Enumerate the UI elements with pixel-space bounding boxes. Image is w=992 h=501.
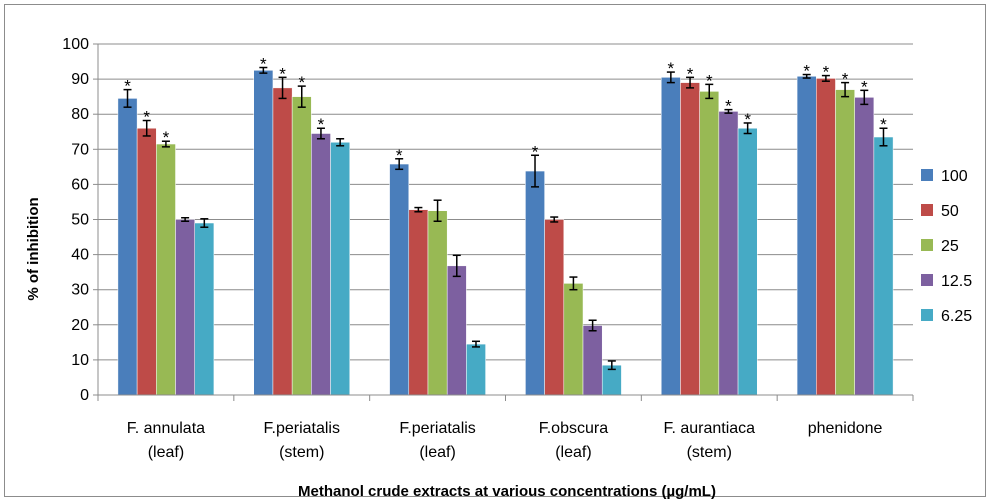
significance-star: * [668,59,675,78]
bar [311,133,331,396]
y-tick-label: 30 [71,282,89,299]
bar [680,82,700,396]
bar [796,76,817,396]
y-tick-labels: 0 10 20 30 40 50 60 70 80 90 100 [62,36,89,404]
bar [389,163,410,396]
bar [873,136,894,396]
legend-label: 100 [941,168,968,185]
bar [194,222,215,396]
category-label: (leaf) [555,444,591,461]
significance-star: * [687,64,694,83]
significance-star: * [803,62,810,81]
legend: 100 50 25 12.5 6.25 [921,168,972,325]
category-label: (stem) [687,444,732,461]
legend-swatch [921,169,933,181]
legend-swatch [921,239,933,251]
legend-swatch [921,204,933,216]
y-tick-label: 20 [71,317,89,334]
significance-star: * [725,97,732,116]
y-tick-label: 0 [80,387,89,404]
bar [544,219,565,396]
y-tick-label: 90 [71,71,89,88]
significance-star: * [124,77,131,96]
bar [582,325,603,396]
significance-star: * [318,115,325,134]
y-tick-label: 40 [71,247,89,264]
category-labels: F. annulata (leaf) F.periatalis (stem) F.per… [127,420,883,461]
significance-star: * [298,73,305,92]
x-axis-title: Methanol crude extracts at various conce… [298,483,716,500]
category-label: phenidone [808,420,883,437]
legend-label: 6.25 [941,308,972,325]
significance-star: * [880,115,887,134]
y-tick-label: 50 [71,212,89,229]
bar [466,343,486,396]
bar [253,70,274,396]
bar [117,98,138,396]
bar [136,127,157,396]
bar [835,89,855,396]
significance-star: * [532,142,539,161]
bar [699,91,720,396]
bar [291,96,312,396]
y-tick-label: 100 [62,36,89,53]
bar [156,143,176,396]
significance-star: * [396,146,403,165]
y-tick-label: 10 [71,352,89,369]
bar [175,219,195,396]
significance-star: * [279,64,286,83]
category-label: (leaf) [419,444,455,461]
significance-star: * [842,70,849,89]
bar [525,170,545,396]
bars [117,70,894,396]
y-tick-label: 80 [71,106,89,123]
significance-markers: * * * * * * * * * * * * * * * * * * * [124,55,887,165]
category-label: (leaf) [148,444,184,461]
gridlines [93,43,913,396]
bar [563,283,584,396]
bar [737,127,758,396]
category-label: F.obscura [539,420,608,437]
legend-swatch [921,274,933,286]
legend-swatch [921,309,933,321]
bar [272,87,293,396]
y-axis-title: % of inhibition [25,197,42,300]
significance-star: * [143,108,150,127]
y-tick-label: 60 [71,176,89,193]
legend-label: 50 [941,203,959,220]
bar [427,210,448,396]
category-label: F.periatalis [399,420,475,437]
legend-label: 12.5 [941,273,972,290]
significance-star: * [260,55,267,74]
bar [816,78,836,396]
y-tick-label: 70 [71,141,89,158]
category-label: F.periatalis [264,420,340,437]
significance-star: * [861,77,868,96]
bar [330,142,350,396]
bar [661,77,681,396]
significance-star: * [744,110,751,129]
axes [97,44,914,401]
bar [854,97,875,396]
significance-star: * [163,128,170,147]
bar [446,265,467,396]
bar [718,111,739,396]
error-bars [123,66,888,371]
bar [408,209,429,396]
legend-label: 25 [941,238,959,255]
category-label: F. annulata [127,420,205,437]
significance-star: * [823,63,830,82]
category-label: F. aurantiaca [663,420,755,437]
category-label: (stem) [279,444,324,461]
significance-star: * [706,71,713,90]
